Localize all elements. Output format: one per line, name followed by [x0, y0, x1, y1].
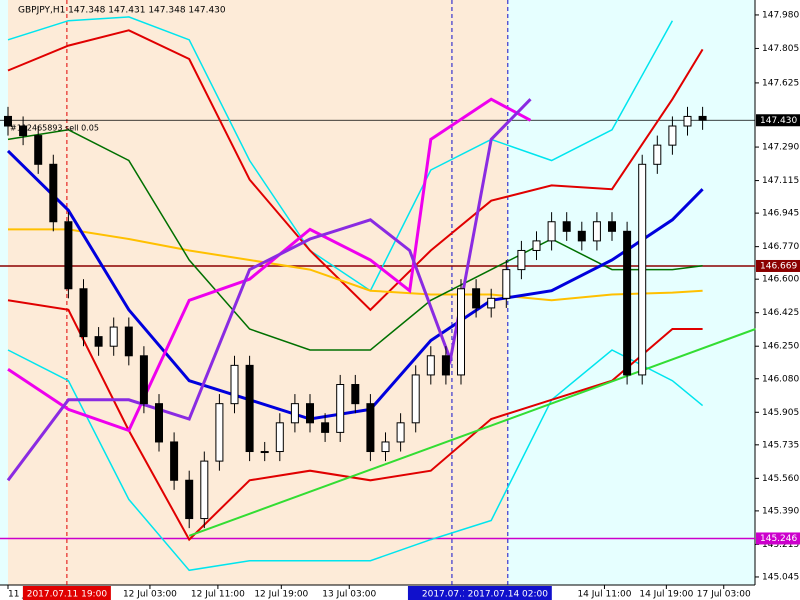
price-label-bg [756, 114, 800, 127]
indicator-line [7, 97, 532, 433]
candle-body [260, 451, 269, 454]
y-tick-label: 145.390 [762, 506, 799, 516]
candle-body [517, 249, 526, 271]
y-tick-label: 147.805 [762, 44, 799, 54]
candle-body [411, 374, 420, 424]
candle-body [366, 403, 375, 453]
vertical-line-label-bg [463, 586, 552, 600]
candle-body [638, 163, 647, 376]
y-tick-label: 147.115 [762, 176, 799, 186]
vertical-line-label-bg [22, 586, 111, 600]
indicator-line [6, 98, 532, 482]
y-tick-label: 147.980 [762, 10, 799, 20]
candle-body [185, 479, 194, 520]
candle-body [245, 364, 254, 453]
candle-body [396, 422, 405, 443]
candle-body [79, 288, 88, 338]
candle-body [502, 269, 511, 299]
candle-body [230, 364, 239, 405]
candle-body [562, 221, 571, 232]
candle-body [577, 230, 586, 242]
candle-body [351, 384, 360, 405]
vertical-line-label: 2017.07.11 19:00 [27, 590, 108, 600]
candle-body [139, 355, 148, 405]
x-tick-label: 17 Jul 03:00 [697, 590, 751, 600]
vertical-line-label: 2017.07.13 1 [422, 590, 482, 600]
candle-body [275, 422, 284, 453]
vertical-line-label: 2017.07.14 02:00 [468, 590, 549, 600]
y-tick-label: 147.290 [762, 143, 799, 153]
indicator-line [8, 228, 703, 302]
order-label: #112465893 sell 0.05 [10, 124, 99, 133]
candle-body [94, 336, 103, 347]
price-label: 145.246 [760, 534, 797, 544]
y-tick-label: 145.560 [762, 474, 799, 484]
candle-body [472, 288, 481, 309]
candle-body [170, 441, 179, 481]
candle-body [698, 115, 707, 121]
candle-body [64, 221, 73, 290]
x-tick-label: 12 Jul 19:00 [254, 590, 308, 600]
y-tick-label: 146.600 [762, 275, 799, 285]
chart-title: GBPJPY,H1 147.348 147.431 147.348 147.43… [18, 6, 226, 16]
candle-body [441, 355, 450, 376]
x-tick-label: 14 Jul 11:00 [577, 590, 631, 600]
candle-body [49, 163, 58, 223]
candle-body [336, 384, 345, 433]
price-label: 147.430 [760, 116, 797, 126]
candle-body [4, 115, 13, 127]
y-tick-label: 145.905 [762, 408, 799, 418]
plot [0, 0, 756, 585]
x-tick-label: 13 Jul 03:00 [322, 590, 376, 600]
indicator-line [7, 349, 704, 572]
indicator-line [7, 16, 674, 292]
candle-body [321, 422, 330, 433]
price-label-bg [756, 259, 800, 272]
x-tick-label: 14 Jul 19:00 [639, 590, 693, 600]
y-tick-label: 146.250 [762, 342, 799, 352]
candle-body [532, 240, 541, 251]
candle-body [683, 115, 692, 127]
indicator-line [7, 29, 704, 312]
y-tick-label: 145.215 [762, 540, 799, 550]
candle-body [381, 441, 390, 453]
x-tick-label: 12 Jul 03:00 [123, 590, 177, 600]
candle-body [34, 135, 43, 165]
candle-body [124, 326, 133, 357]
candle-body [215, 403, 224, 462]
indicator-line [188, 328, 756, 537]
candle-body [200, 460, 209, 520]
candle-body [426, 355, 435, 376]
y-tick-label: 145.735 [762, 440, 799, 450]
y-tick-label: 147.625 [762, 78, 799, 88]
indicator-line [7, 129, 703, 351]
candle-body [306, 403, 315, 424]
candle-body [608, 221, 617, 232]
y-tick-label: 146.770 [762, 242, 799, 252]
candle-body [290, 403, 299, 424]
candle-body [457, 288, 466, 376]
candle-body [19, 125, 28, 137]
candle-body [109, 326, 118, 347]
price-label-bg [756, 532, 800, 545]
x-tick-label: 12 Jul 11:00 [191, 590, 245, 600]
y-tick-label: 146.080 [762, 374, 799, 384]
candle-body [668, 125, 677, 146]
candle-body [547, 221, 556, 242]
price-label: 146.669 [760, 261, 797, 271]
y-tick-label: 146.945 [762, 209, 799, 219]
candle-body [623, 230, 632, 376]
candle-body [487, 297, 496, 309]
y-tick-label: 145.045 [762, 572, 799, 582]
candle-body [592, 221, 601, 242]
y-tick-label: 146.425 [762, 308, 799, 318]
candle-body [155, 403, 164, 443]
candle-body [653, 144, 662, 165]
